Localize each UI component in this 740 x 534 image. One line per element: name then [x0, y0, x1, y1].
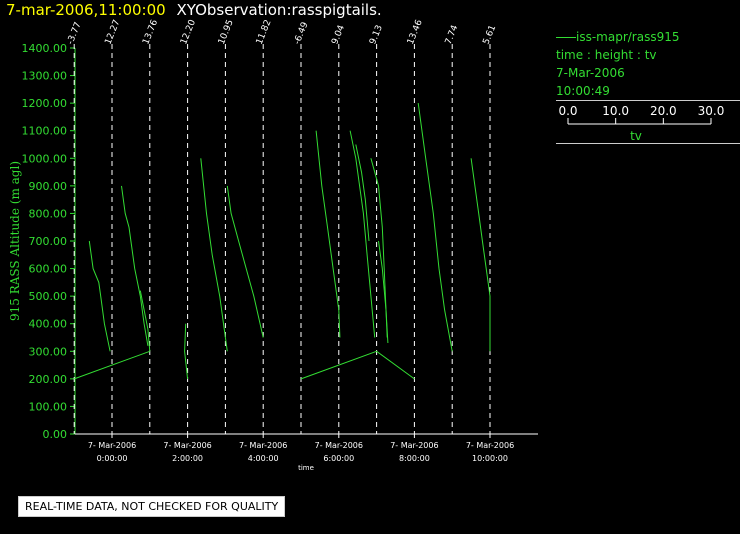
- profile-marker-label: 13.46: [406, 18, 425, 46]
- y-tick-label: 700.00: [29, 235, 68, 248]
- profile-marker-label: 10.95: [217, 18, 236, 46]
- series-line: [74, 350, 150, 380]
- y-tick-label: 600.00: [29, 263, 68, 276]
- series-line: [315, 130, 341, 338]
- y-tick-label: 900.00: [29, 180, 68, 193]
- series-line: [226, 185, 264, 338]
- y-axis-label: 915 RASS Altitude (m agl): [8, 161, 22, 321]
- x-axis-label: time: [298, 464, 314, 472]
- y-tick-label: 1100.00: [22, 125, 68, 138]
- series-line: [139, 290, 151, 352]
- series-line: [378, 240, 389, 344]
- legend-time: 10:00:49: [556, 84, 610, 98]
- x-tick-date: 7- Mar-2006: [466, 441, 514, 450]
- title-timestamp: 7-mar-2006,11:00:00: [6, 1, 166, 19]
- profile-marker-label: 9.04: [330, 24, 347, 47]
- series-line: [470, 158, 491, 352]
- series-line: [355, 144, 370, 242]
- x-tick-time: 0:00:00: [97, 454, 128, 463]
- series-line: [300, 350, 415, 380]
- legend-axes-desc: time : height : tv: [556, 48, 657, 62]
- scale-tick-label: 30.0: [698, 104, 725, 118]
- y-tick-label: 0.00: [43, 428, 68, 441]
- x-tick-date: 7- Mar-2006: [390, 441, 438, 450]
- legend-date: 7-Mar-2006: [556, 66, 625, 80]
- x-tick-time: 6:00:00: [323, 454, 354, 463]
- y-tick-label: 1400.00: [22, 42, 68, 55]
- chart-title: 7-mar-2006,11:00:00 XYObservation:rasspi…: [6, 1, 382, 19]
- legend-series-label: iss-mapr/rass915: [576, 30, 680, 44]
- tv-scale: 0.0 10.0 20.0 30.0 tv: [556, 100, 740, 144]
- profile-marker-label: 12.27: [104, 18, 123, 46]
- profile-marker-label: 5.61: [482, 24, 499, 46]
- series-line: [417, 103, 453, 352]
- scale-tick-label: 10.0: [602, 104, 629, 118]
- profile-marker-label: 12.20: [179, 18, 198, 46]
- legend: iss-mapr/rass915 time : height : tv 7-Ma…: [556, 28, 740, 100]
- y-tick-label: 100.00: [29, 400, 68, 413]
- scale-tick-label: 20.0: [650, 104, 677, 118]
- quality-disclaimer: REAL-TIME DATA, NOT CHECKED FOR QUALITY: [18, 496, 286, 517]
- x-tick-time: 10:00:00: [472, 454, 508, 463]
- x-tick-time: 8:00:00: [399, 454, 430, 463]
- legend-line-swatch: [556, 37, 576, 38]
- series-line: [184, 323, 189, 379]
- y-tick-label: 500.00: [29, 290, 68, 303]
- profile-marker-label: 7.74: [444, 24, 461, 47]
- x-tick-date: 7- Mar-2006: [315, 441, 363, 450]
- y-tick-label: 300.00: [29, 345, 68, 358]
- scale-label: tv: [630, 129, 642, 143]
- y-tick-label: 1300.00: [22, 70, 68, 83]
- x-tick-date: 7- Mar-2006: [239, 441, 287, 450]
- profile-marker-label: -3.77: [66, 21, 84, 46]
- y-tick-label: 1000.00: [22, 152, 68, 165]
- scale-tick-label: 0.0: [558, 104, 577, 118]
- series-line: [200, 158, 228, 352]
- y-tick-label: 400.00: [29, 318, 68, 331]
- x-tick-time: 4:00:00: [248, 454, 279, 463]
- y-tick-label: 200.00: [29, 373, 68, 386]
- series-line: [88, 240, 111, 352]
- profile-marker-label: 13.76: [141, 18, 160, 46]
- y-tick-label: 1200.00: [22, 97, 68, 110]
- title-observation-name: XYObservation:rasspigtails.: [176, 1, 382, 19]
- x-tick-time: 2:00:00: [172, 454, 203, 463]
- x-tick-date: 7- Mar-2006: [163, 441, 211, 450]
- profile-marker-label: 11.82: [255, 18, 274, 46]
- legend-series-row: iss-mapr/rass915: [556, 28, 740, 46]
- profile-marker-label: -6.49: [293, 21, 311, 47]
- series-line: [121, 185, 149, 346]
- profile-marker-label: 9.13: [368, 24, 385, 46]
- x-tick-date: 7- Mar-2006: [88, 441, 136, 450]
- y-tick-label: 800.00: [29, 207, 68, 220]
- series-line: [349, 130, 376, 338]
